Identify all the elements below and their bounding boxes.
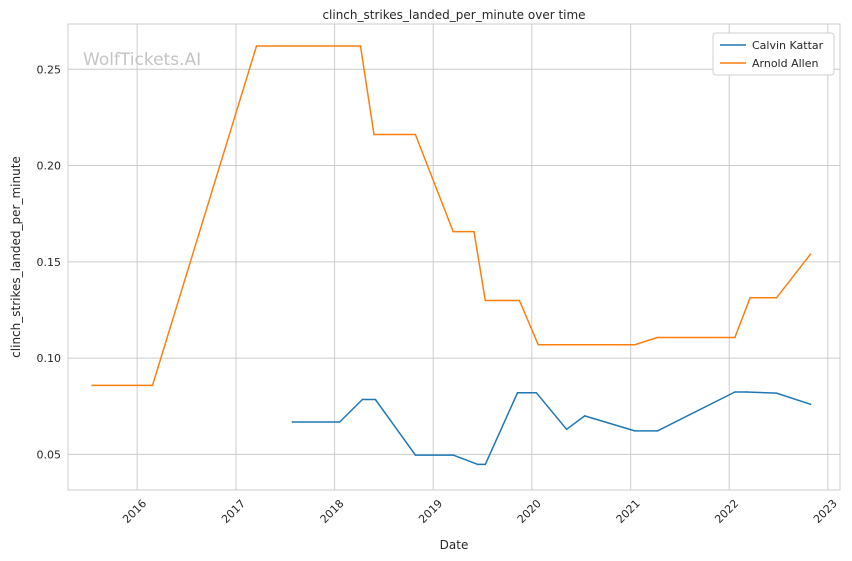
x-tick-label: 2020 — [515, 497, 544, 526]
x-axis-ticks: 2016 2017 2018 2019 2020 2021 2022 2023 — [120, 497, 840, 526]
legend-box — [712, 32, 835, 76]
data-point-calvin-kattar — [516, 391, 519, 394]
plot-frame — [67, 23, 841, 491]
data-point-calvin-kattar — [656, 430, 659, 432]
data-point-arnold-allen — [91, 384, 93, 387]
data-point-arnold-allen — [734, 336, 736, 339]
data-point-calvin-kattar — [338, 421, 341, 423]
x-axis-label: Date — [440, 538, 469, 552]
data-point-calvin-kattar — [809, 403, 812, 406]
data-point-arnold-allen — [151, 384, 154, 387]
y-tick-label: 0.25 — [37, 63, 62, 76]
data-point-calvin-kattar — [565, 428, 568, 431]
data-point-arnold-allen — [359, 45, 362, 47]
data-point-arnold-allen — [414, 133, 417, 136]
data-point-calvin-kattar — [361, 398, 364, 401]
x-tick-label: 2023 — [811, 497, 840, 526]
y-tick-label: 0.10 — [37, 352, 62, 365]
legend-label-calvin-kattar: Calvin Kattar — [752, 39, 824, 52]
legend-label-arnold-allen: Arnold Allen — [752, 57, 818, 70]
x-tick-label: 2021 — [614, 497, 643, 526]
chart-title: clinch_strikes_landed_per_minute over ti… — [322, 8, 585, 22]
data-point-arnold-allen — [809, 253, 812, 255]
y-tick-label: 0.20 — [37, 160, 62, 173]
y-tick-label: 0.05 — [37, 448, 62, 461]
data-point-arnold-allen — [633, 344, 636, 346]
data-point-arnold-allen — [749, 297, 751, 299]
x-tick-label: 2017 — [219, 497, 248, 526]
data-point-calvin-kattar — [535, 391, 538, 394]
data-point-calvin-kattar — [734, 391, 736, 393]
data-point-calvin-kattar — [745, 391, 748, 393]
x-tick-label: 2022 — [712, 497, 741, 526]
data-point-calvin-kattar — [775, 392, 778, 394]
grid-lines — [68, 24, 840, 490]
x-tick-label: 2019 — [416, 497, 445, 526]
data-point-calvin-kattar — [484, 463, 487, 466]
x-tick-label: 2018 — [318, 497, 347, 526]
x-tick-label: 2016 — [120, 497, 149, 526]
y-axis-ticks: 0.05 0.10 0.15 0.20 0.25 — [37, 63, 62, 461]
data-point-calvin-kattar — [583, 415, 586, 417]
data-point-arnold-allen — [656, 336, 659, 339]
data-point-calvin-kattar — [291, 421, 294, 423]
data-point-calvin-kattar — [633, 430, 636, 432]
series-line-calvin-kattar — [292, 391, 811, 466]
data-point-calvin-kattar — [452, 454, 454, 456]
data-point-arnold-allen — [518, 299, 521, 302]
data-point-arnold-allen — [255, 45, 258, 47]
y-axis-label: clinch_strikes_landed_per_minute — [9, 156, 23, 358]
data-point-arnold-allen — [484, 299, 487, 302]
plot-area — [68, 24, 840, 490]
data-point-calvin-kattar — [476, 463, 479, 466]
legend: Calvin Kattar Arnold Allen — [712, 32, 835, 76]
y-tick-label: 0.15 — [37, 256, 62, 269]
data-point-arnold-allen — [775, 297, 778, 299]
data-point-calvin-kattar — [374, 398, 377, 401]
data-point-arnold-allen — [473, 230, 475, 233]
watermark: WolfTickets.AI — [83, 50, 201, 70]
data-point-arnold-allen — [373, 133, 375, 136]
series-layer — [91, 45, 812, 466]
data-point-arnold-allen — [537, 344, 540, 346]
data-point-arnold-allen — [452, 230, 454, 233]
data-point-calvin-kattar — [414, 454, 417, 456]
